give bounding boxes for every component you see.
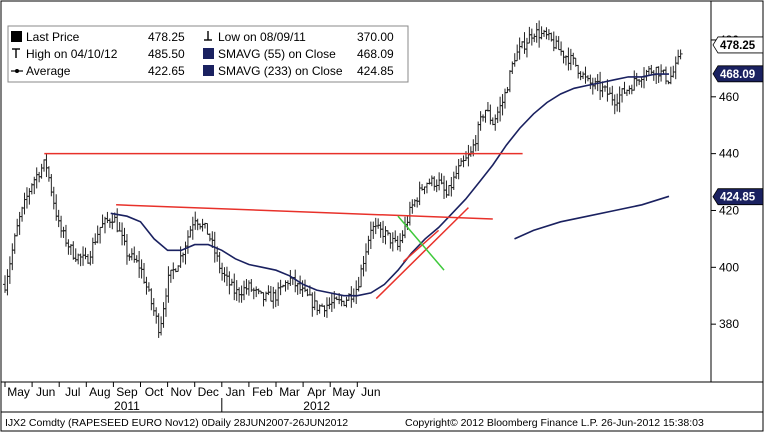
x-tick-label: Sep xyxy=(116,385,138,399)
sma55-line xyxy=(110,73,669,297)
legend-average-label: Average xyxy=(26,64,71,78)
x-tick-label: Oct xyxy=(145,385,164,399)
low-marker-icon xyxy=(204,31,212,41)
legend-last-price-label: Last Price xyxy=(26,30,80,44)
footer-copyright: Copyright© 2012 Bloomberg Finance L.P. 2… xyxy=(405,417,704,429)
price-tag-label: 468.09 xyxy=(720,69,755,81)
x-axis-area xyxy=(0,381,764,413)
y-tick-label: 420 xyxy=(719,203,739,217)
legend-high-label: High on 04/10/12 xyxy=(26,47,118,61)
price-tag xyxy=(712,188,764,206)
x-tick-label: Nov xyxy=(170,385,191,399)
sma233-series xyxy=(514,195,670,240)
x-tick-label: Jul xyxy=(65,385,80,399)
year-label: 2012 xyxy=(303,399,330,413)
average-marker-icon xyxy=(11,69,23,73)
price-tags: 478.25 468.09 424.85 xyxy=(712,36,764,206)
price-tag-label: 478.25 xyxy=(720,40,756,52)
x-tick-label: Dec xyxy=(198,385,219,399)
legend-sma55-label: SMAVG (55) on Close xyxy=(218,47,336,61)
y-tick-label: 460 xyxy=(719,90,739,104)
trend-line xyxy=(402,229,440,263)
x-tick-label: May xyxy=(7,385,30,399)
year-label: 2011 xyxy=(114,399,140,413)
legend-sma233-value: 424.85 xyxy=(357,64,394,78)
footer-security-info: IJX2 Comdty (RAPESEED EURO Nov12) 0Daily… xyxy=(5,417,348,429)
sma233-swatch xyxy=(203,65,214,76)
legend-low-value: 370.00 xyxy=(357,30,394,44)
legend-low-label: Low on 08/09/11 xyxy=(218,30,306,44)
footer-bar xyxy=(0,411,764,432)
legend-average-value: 422.65 xyxy=(148,64,185,78)
trend-lines xyxy=(44,152,523,300)
last-price-swatch xyxy=(11,31,22,42)
sma55-swatch xyxy=(203,48,214,59)
legend-last-price-value: 478.25 xyxy=(148,30,185,44)
trend-line xyxy=(375,207,469,300)
price-tag xyxy=(712,36,764,54)
legend-sma233-label: SMAVG (233) on Close xyxy=(218,64,343,78)
trend-line xyxy=(116,204,493,220)
x-axis: May Jun Jul Aug Sep Oct Nov Dec Jan Feb Mar Apr May J… xyxy=(4,382,381,413)
footer: IJX2 Comdty (RAPESEED EURO Nov12) 0Daily… xyxy=(5,417,704,429)
sma55-series xyxy=(110,73,669,297)
legend-sma55-value: 468.09 xyxy=(357,47,394,61)
x-tick-label: May xyxy=(332,385,355,399)
legend-high-value: 485.50 xyxy=(148,47,185,61)
high-marker-icon xyxy=(12,48,20,58)
x-tick-label: Feb xyxy=(252,385,273,399)
price-tag xyxy=(712,65,764,83)
trend-line xyxy=(397,215,445,271)
price-bars xyxy=(3,20,683,338)
x-tick-label: Apr xyxy=(307,385,326,399)
x-tick-label: Aug xyxy=(89,385,110,399)
price-tag-label: 424.85 xyxy=(720,192,756,204)
x-tick-label: Mar xyxy=(279,385,300,399)
x-tick-label: Jun xyxy=(36,385,55,399)
legend-box: Last Price 478.25 High on 04/10/12 485.5… xyxy=(7,25,409,83)
x-tick-label: Jan xyxy=(226,385,245,399)
sma233-line xyxy=(514,195,670,240)
y-tick-label: 380 xyxy=(719,317,739,331)
y-tick-label: 400 xyxy=(719,260,739,274)
x-tick-label: Jun xyxy=(361,385,380,399)
y-tick-label: 440 xyxy=(719,147,739,161)
